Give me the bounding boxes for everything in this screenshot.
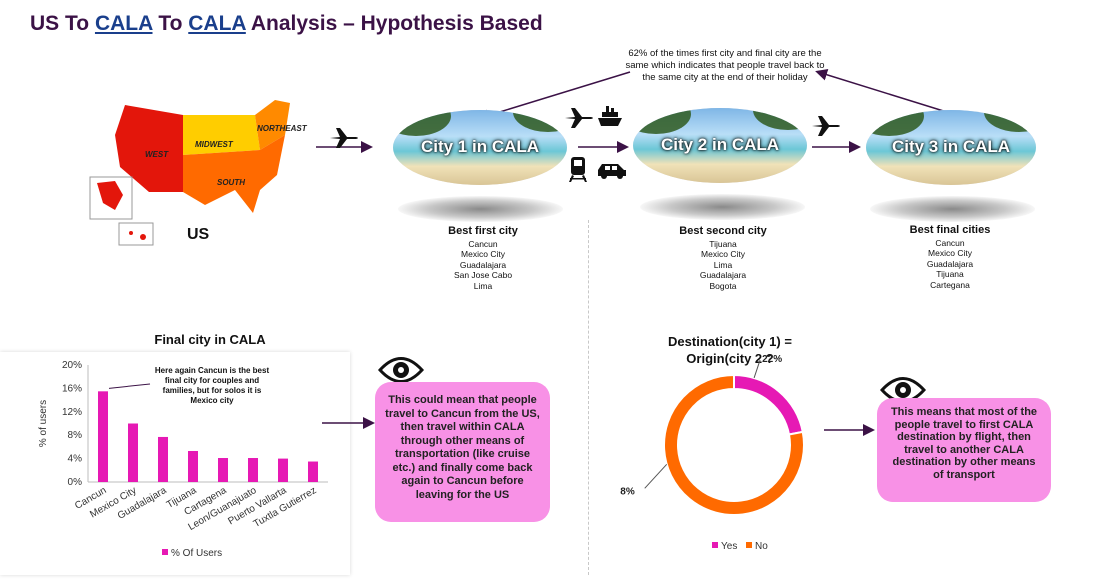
legend-swatch: [162, 549, 168, 555]
map-midwest: [183, 115, 260, 155]
city1-shadow: [398, 196, 563, 222]
slice-label: 78%: [620, 486, 635, 497]
arrow-city3-to-note: [815, 68, 951, 114]
label-leader: [644, 463, 668, 489]
bar: [128, 423, 138, 482]
arrow-to-left-box: [322, 417, 375, 429]
airplane-icon: [565, 108, 593, 128]
list-item: Bogota: [709, 280, 737, 291]
region-west: WEST: [145, 150, 169, 159]
page-title: US To CALA To CALA Analysis – Hypothesis…: [30, 12, 543, 36]
bar: [278, 458, 288, 482]
donut-chart: 22% 78% Yes No: [620, 355, 805, 552]
annotation-pointer: [108, 383, 151, 389]
bar: [98, 391, 108, 482]
map-south: [183, 135, 285, 213]
city3-heading: Best final cities: [909, 224, 991, 236]
y-tick-label: 12%: [62, 407, 82, 418]
donut-chart-title: Destination(city 1) = Origin(city 2 ?: [640, 333, 820, 367]
city1-list: Best first city Cancun Mexico City Guada…: [420, 226, 546, 291]
city2-oval: City 2 in CALA: [633, 108, 807, 183]
top-note: 62% of the times first city and final ci…: [625, 48, 825, 83]
list-item: Cancun: [935, 237, 965, 248]
car-icon: [598, 164, 626, 179]
title-part: Analysis – Hypothesis Based: [245, 12, 543, 35]
list-item: Cartegana: [930, 279, 970, 290]
label-leader: [753, 359, 761, 379]
city2-heading: Best second city: [679, 225, 767, 237]
train-icon: [569, 157, 587, 182]
bar: [308, 461, 318, 482]
airplane-icon: [812, 116, 840, 136]
city1-heading: Best first city: [448, 225, 518, 237]
us-map: WEST MIDWEST NORTHEAST SOUTH: [89, 100, 308, 246]
donut-slice: [733, 373, 804, 436]
legend-swatch: [746, 542, 752, 548]
list-item: Lima: [713, 259, 733, 270]
city3-oval: City 3 in CALA: [866, 110, 1036, 185]
bar: [218, 458, 228, 482]
y-tick-label: 16%: [62, 383, 82, 394]
donut-title-line1: Destination(city 1) =: [668, 334, 792, 349]
list-item: Mexico City: [461, 249, 505, 259]
legend-label: No: [755, 541, 768, 552]
city2-list: Best second city Tijuana Mexico City Lim…: [660, 226, 786, 291]
us-label: US: [187, 226, 210, 243]
airplane-icon: [330, 128, 358, 148]
region-midwest: MIDWEST: [195, 140, 234, 149]
title-link-cala: CALA: [188, 12, 246, 35]
title-part: To: [152, 12, 189, 35]
bar-annotation: Here again Cancun is the best final city…: [154, 366, 270, 405]
bar-chart-title: Final city in CALA: [154, 332, 266, 347]
left-insight-box: This could mean that people travel to Ca…: [375, 382, 550, 522]
title-link-cala: CALA: [94, 12, 153, 35]
y-tick-label: 8%: [68, 430, 83, 441]
city3-shadow: [870, 196, 1035, 222]
city3-list: Best final cities Cancun Mexico City Gua…: [887, 225, 1013, 290]
city1-label: City 1 in CALA: [420, 137, 540, 156]
list-item: Tijuana: [709, 238, 737, 249]
city2-label: City 2 in CALA: [660, 135, 780, 154]
slice-label: 22%: [762, 355, 782, 365]
section-divider: [588, 220, 589, 575]
y-tick-label: 4%: [68, 454, 83, 465]
list-item: Cancun: [468, 238, 498, 249]
list-item: Guadalajara: [926, 258, 974, 269]
donut-slice: [663, 373, 805, 516]
list-item: San Jose Cabo: [453, 270, 513, 280]
list-item: Lima: [473, 280, 493, 291]
list-item: Guadalajara: [459, 259, 507, 270]
map-northeast: [255, 100, 290, 150]
map-west: [115, 105, 183, 192]
legend-label: Yes: [721, 541, 737, 552]
region-south: SOUTH: [217, 178, 245, 187]
bar: [158, 436, 168, 482]
bar: [188, 450, 198, 482]
title-part: US To: [30, 12, 95, 35]
city3-label: City 3 in CALA: [891, 137, 1011, 156]
list-item: Mexico City: [701, 249, 745, 259]
legend-swatch: [712, 542, 718, 548]
bar-chart-panel: [0, 352, 350, 575]
list-item: Tijuana: [936, 269, 964, 279]
list-item: Mexico City: [928, 248, 972, 258]
y-tick-label: 20%: [62, 360, 82, 371]
city2-shadow: [640, 194, 805, 220]
eye-icon: [378, 357, 424, 383]
right-insight-box: This means that most of the people trave…: [877, 398, 1051, 502]
list-item: Guadalajara: [699, 270, 747, 280]
region-northeast: NORTHEAST: [257, 124, 308, 133]
ship-icon: [598, 106, 622, 126]
map-hawaii-inset: [118, 222, 154, 246]
donut-title-line2: Origin(city 2 ?: [686, 351, 774, 366]
eye-icon: [880, 377, 926, 403]
legend-label: % Of Users: [171, 548, 222, 559]
arrow-to-right-box: [824, 424, 875, 436]
city1-oval: City 1 in CALA: [393, 110, 567, 185]
y-axis-label: % of users: [38, 400, 49, 447]
bar: [248, 458, 258, 482]
y-tick-label: 0%: [68, 477, 83, 488]
